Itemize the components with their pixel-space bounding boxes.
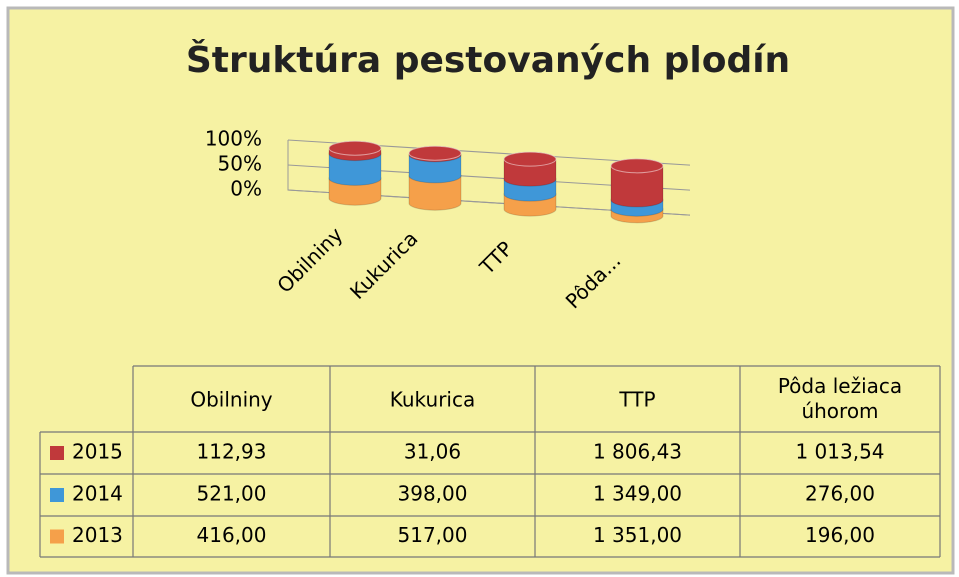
legend-label: 2013 (72, 523, 123, 547)
cylinder-cap (503, 151, 557, 167)
table-cell: 398,00 (398, 482, 468, 506)
chart-title: Štruktúra pestovaných plodín (186, 39, 790, 81)
data-table: Obilniny Kukurica TTP Pôda ležiaca úhorom 201… (39, 365, 941, 558)
table-cell: 1 013,54 (795, 440, 884, 464)
cylinder-cap (328, 140, 382, 156)
table-border (39, 365, 941, 558)
cylinder-cap (408, 145, 462, 161)
y-tick-label: 0% (230, 177, 262, 201)
table-cell: 1 806,43 (593, 440, 682, 464)
table-cell: 196,00 (805, 523, 875, 547)
y-tick-label: 50% (218, 152, 262, 176)
table-cell: 112,93 (197, 440, 267, 464)
legend-label: 2015 (72, 440, 123, 464)
column-header: TTP (618, 388, 655, 412)
table-cell: 517,00 (398, 523, 468, 547)
table-cell: 1 349,00 (593, 482, 682, 506)
table-cell: 276,00 (805, 482, 875, 506)
column-header: Pôda ležiaca úhorom (778, 374, 902, 423)
table-cell: 416,00 (197, 523, 267, 547)
column-header: Obilniny (190, 388, 272, 412)
header-line: Pôda ležiaca (778, 374, 902, 398)
legend-swatch (50, 446, 64, 460)
legend-label: 2014 (72, 482, 123, 506)
table-cell: 521,00 (197, 482, 267, 506)
cylinder-cap (610, 158, 664, 174)
table-cell: 31,06 (404, 440, 461, 464)
legend-swatch (50, 488, 64, 502)
column-header: Kukurica (390, 388, 475, 412)
header-line: úhorom (801, 399, 878, 423)
y-tick-label: 100% (205, 127, 262, 151)
table-cell: 1 351,00 (593, 523, 682, 547)
legend-swatch (50, 529, 64, 544)
chart-background (6, 6, 955, 575)
